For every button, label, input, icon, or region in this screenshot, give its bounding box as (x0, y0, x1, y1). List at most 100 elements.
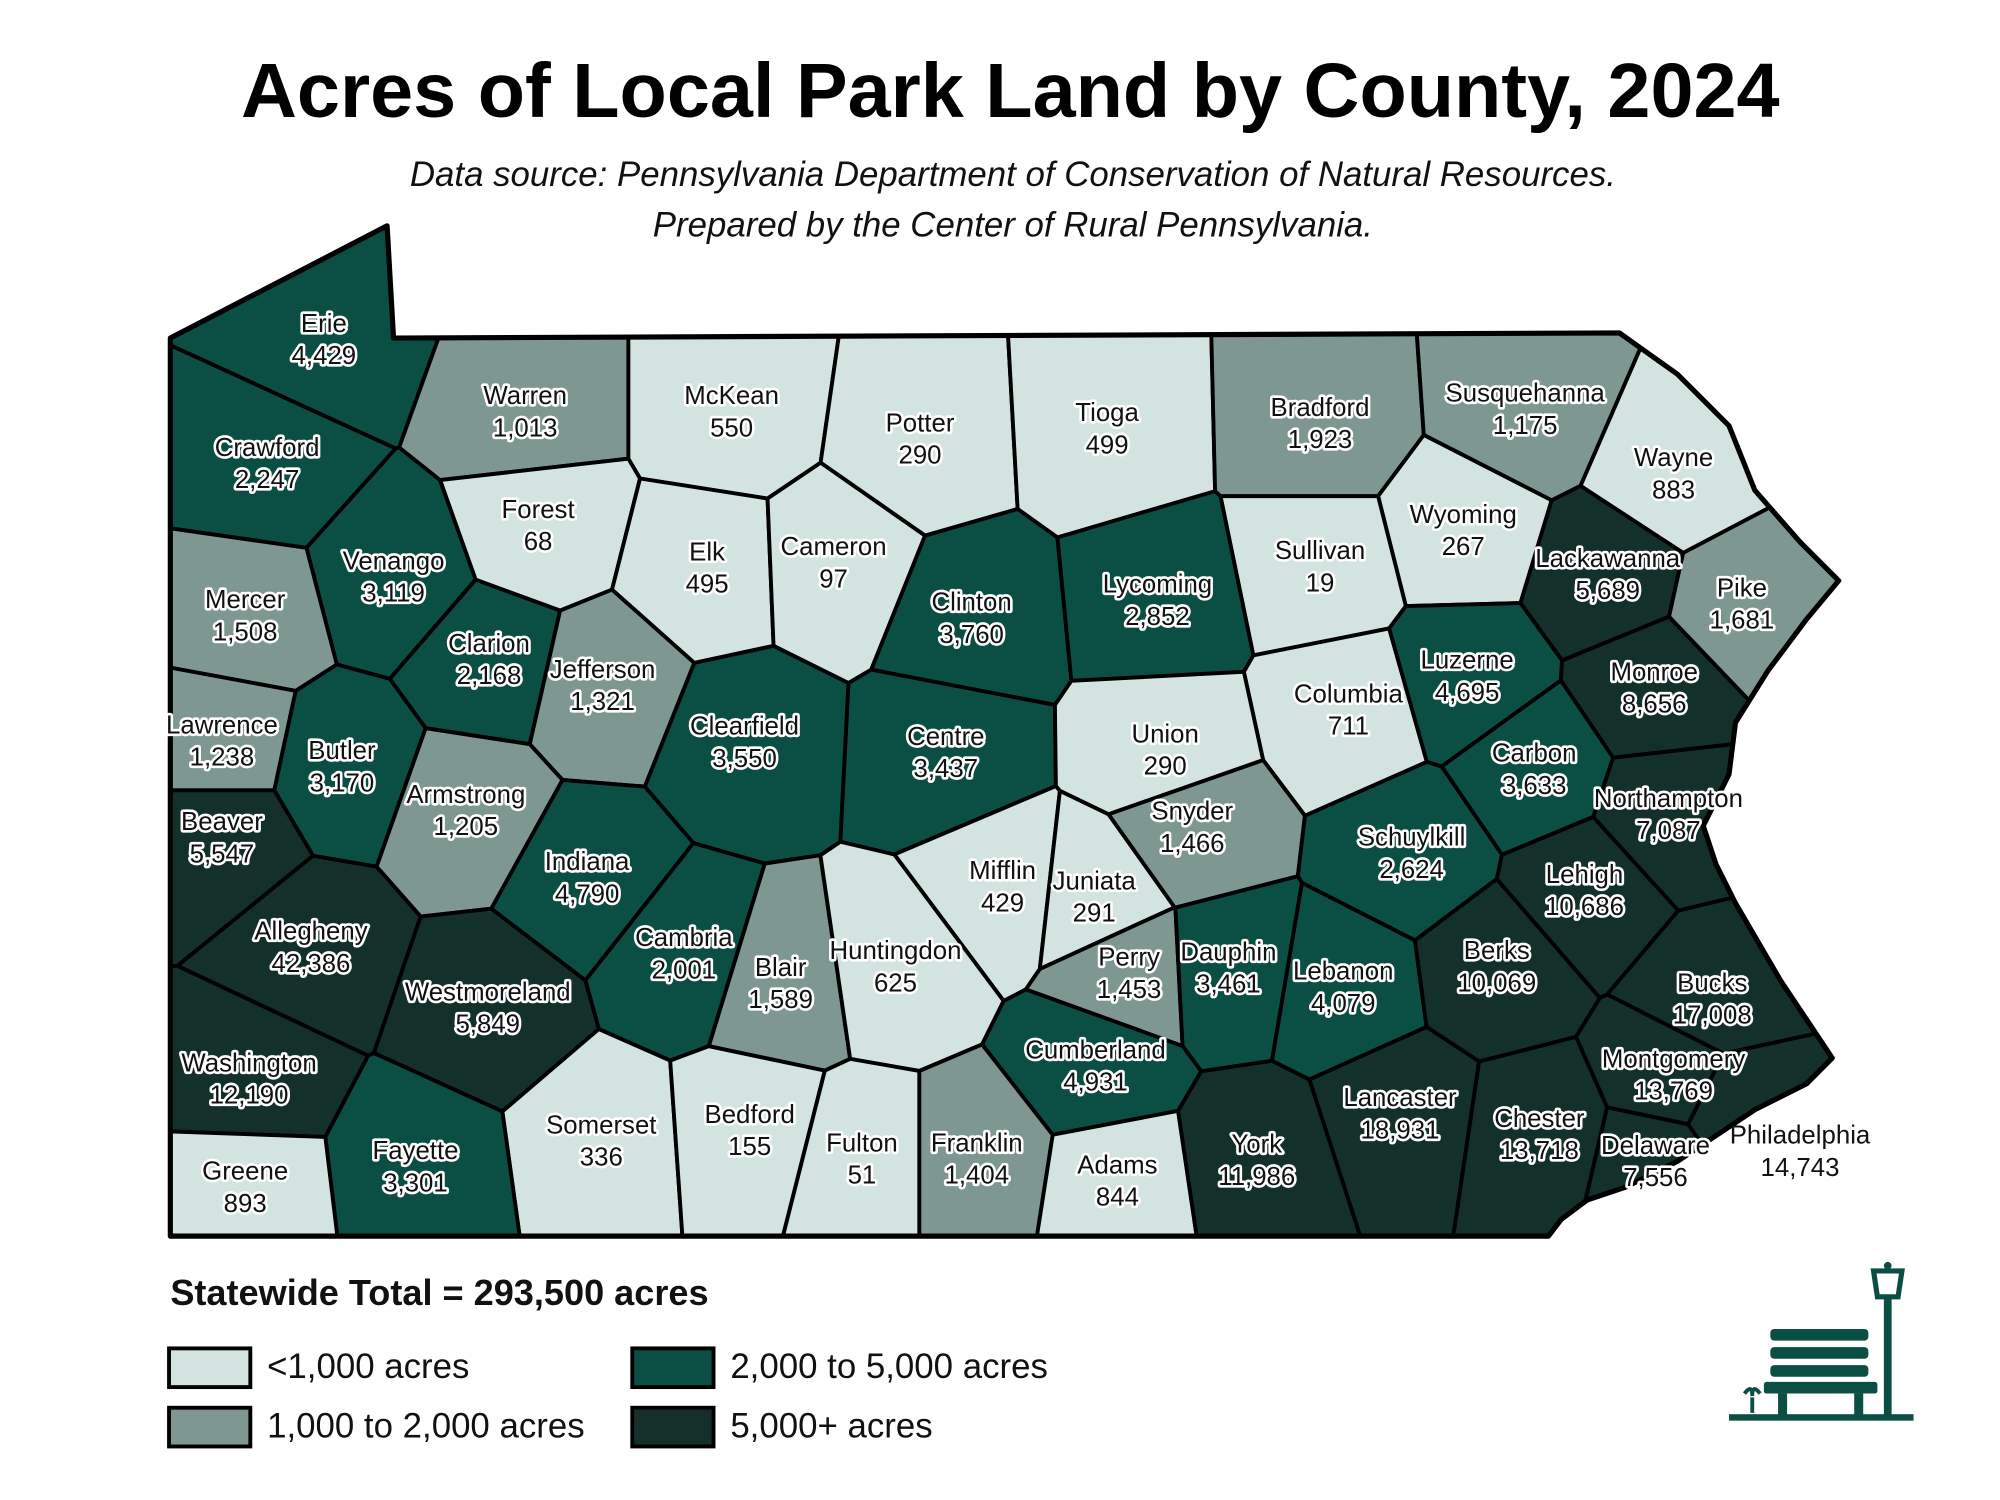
county-name: Indiana (545, 848, 630, 876)
county-acres: 11,986 (1218, 1163, 1295, 1191)
county-name: Carbon (1492, 740, 1577, 768)
county-acres: 7,087 (1636, 817, 1701, 845)
county-acres: 5,547 (190, 840, 255, 868)
county-acres: 290 (898, 442, 941, 470)
county-name: Luzerne (1420, 647, 1513, 675)
county-acres: 1,466 (1160, 830, 1225, 858)
county-name: Delaware (1601, 1132, 1710, 1160)
county-name: Butler (308, 737, 376, 765)
county-name: Armstrong (406, 781, 525, 809)
county-name: Allegheny (254, 918, 367, 946)
county-name: Mercer (205, 586, 286, 614)
county-name: Franklin (931, 1129, 1023, 1157)
legend-swatch (630, 1405, 716, 1449)
county-name: Potter (886, 409, 955, 437)
county-acres: 1,404 (944, 1162, 1009, 1190)
county-acres: 97 (819, 565, 848, 593)
county-acres: 336 (580, 1144, 623, 1172)
state-outline (167, 223, 1842, 1239)
county-name: Lycoming (1103, 571, 1212, 599)
county-acres: 1,681 (1710, 607, 1775, 635)
county-acres: 17,008 (1673, 1002, 1752, 1030)
county-name: Erie (301, 310, 347, 338)
county-acres: 4,429 (292, 342, 357, 370)
county-acres: 5,689 (1575, 577, 1640, 605)
legend-swatch (167, 1405, 253, 1449)
county-acres: 711 (1328, 713, 1369, 741)
county-name: Monroe (1610, 658, 1697, 686)
county-name: Blair (755, 954, 807, 982)
county-name: Chester (1494, 1105, 1585, 1133)
county-acres: 2,168 (457, 662, 522, 690)
county-acres: 5,849 (455, 1011, 520, 1039)
county-acres: 1,321 (570, 688, 635, 716)
county-acres: 1,205 (434, 813, 499, 841)
county-acres: 7,556 (1623, 1164, 1688, 1192)
county-name: Cambria (635, 924, 733, 952)
county-acres: 2,247 (235, 466, 300, 494)
county-name: Northampton (1594, 785, 1743, 813)
county-labels: Erie 4,429 Warren 1,013 McKean 550 Potter 290 Ti… (163, 307, 1871, 1220)
legend-label: 1,000 to 2,000 acres (267, 1407, 585, 1446)
county-name: Lawrence (166, 711, 278, 739)
counties (167, 223, 1842, 1239)
county-name: Clarion (448, 630, 530, 658)
county-name: Lancaster (1343, 1084, 1457, 1112)
county-name: Lehigh (1546, 861, 1623, 889)
county-acres: 883 (1652, 476, 1695, 504)
county-acres: 290 (1144, 753, 1187, 781)
county-name: Adams (1077, 1151, 1157, 1179)
county-acres: 291 (1073, 900, 1116, 928)
county-acres: 10,686 (1545, 893, 1624, 921)
county-acres: 2,001 (652, 956, 717, 984)
county-acres: 3,170 (310, 769, 375, 797)
county-acres: 4,790 (555, 880, 620, 908)
legend-label: <1,000 acres (267, 1347, 469, 1386)
county-acres: 19 (1306, 569, 1335, 597)
county-name: Washington (181, 1049, 316, 1077)
county-acres: 68 (524, 528, 553, 556)
county-acres: 3,633 (1502, 772, 1567, 800)
county-name: Beaver (181, 808, 263, 836)
county-name: Clearfield (690, 713, 799, 741)
subtitle: Prepared by the Center of Rural Pennsylv… (653, 205, 1373, 244)
county-acres: 495 (686, 571, 729, 599)
county-acres: 4,079 (1311, 990, 1376, 1018)
county-acres: 625 (874, 969, 917, 997)
county-acres: 1,013 (493, 414, 558, 442)
county-name: Crawford (215, 434, 320, 462)
county-name: Bradford (1271, 394, 1370, 422)
county-name: Lackawanna (1535, 545, 1681, 573)
county-name: Cumberland (1025, 1036, 1166, 1064)
county-acres: 155 (728, 1133, 771, 1161)
county-acres: 18,931 (1361, 1116, 1440, 1144)
county-acres: 499 (1086, 431, 1129, 459)
county-acres: 3,461 (1196, 971, 1261, 999)
county-name: Tioga (1075, 399, 1139, 427)
county-acres: 893 (224, 1190, 267, 1218)
county-name: Sullivan (1275, 537, 1365, 565)
county-acres: 3,550 (712, 745, 777, 773)
county-name: Mifflin (969, 857, 1036, 885)
county-name: Westmoreland (405, 978, 571, 1006)
county-name: Cameron (780, 533, 886, 561)
county-name: Centre (907, 723, 984, 751)
county-name: Bucks (1677, 969, 1747, 997)
county-name: Fulton (826, 1129, 898, 1157)
county-name: Berks (1464, 937, 1530, 965)
legend-label: 5,000+ acres (730, 1407, 932, 1446)
county-name: Lebanon (1293, 958, 1393, 986)
county-acres: 3,119 (362, 580, 425, 608)
county-name: Somerset (546, 1111, 656, 1139)
county-acres: 1,589 (748, 986, 813, 1014)
county-name: Forest (502, 496, 575, 524)
county-acres: 4,695 (1435, 679, 1500, 707)
park-bench-icon (1729, 1261, 1914, 1421)
county-name: Huntingdon (829, 937, 961, 965)
county-name: Fayette (372, 1137, 458, 1165)
county-acres: 1,175 (1493, 412, 1558, 440)
county-acres: 1,508 (213, 618, 278, 646)
county-acres: 8,656 (1622, 691, 1687, 719)
county-acres: 1,238 (190, 744, 255, 772)
county-name: York (1231, 1131, 1282, 1159)
